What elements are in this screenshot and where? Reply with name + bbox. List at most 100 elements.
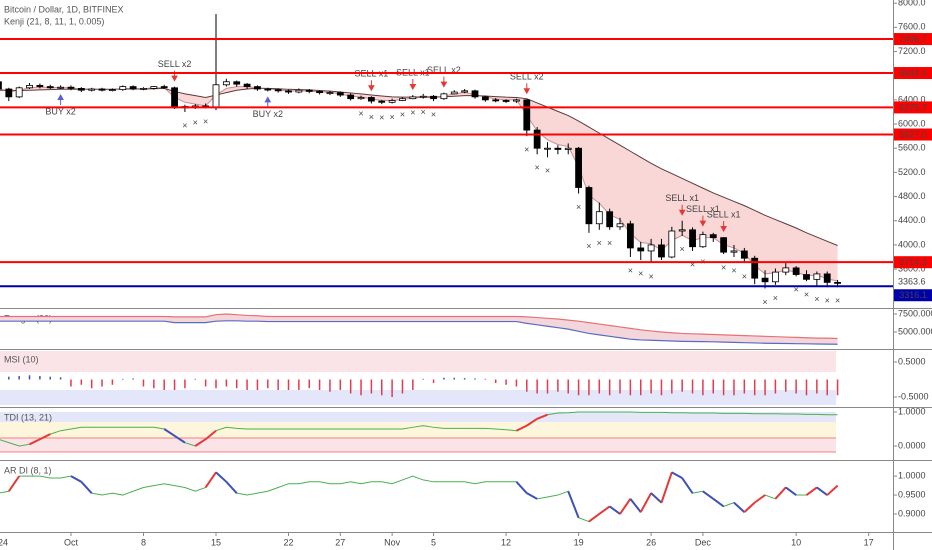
y-tick-label: 0.9000 (898, 508, 926, 518)
candle-body (388, 100, 396, 103)
y-tick-label: 6400.0 (898, 94, 926, 104)
signal-arrow (720, 221, 727, 233)
candle-body (813, 273, 821, 280)
pane-title: TDI (13, 21) (4, 412, 52, 422)
candle-body (367, 97, 375, 102)
stop-mark: × (431, 109, 436, 119)
trend-segment (785, 486, 797, 496)
candle-body (150, 86, 158, 89)
stop-mark: × (421, 107, 426, 117)
stop-mark: × (731, 265, 736, 275)
level-label-box (894, 67, 932, 80)
level-label-box (894, 128, 932, 141)
ranger-line (0, 320, 838, 345)
trend-segment (526, 417, 538, 427)
candle-body (751, 257, 759, 279)
stop-mark: × (628, 265, 633, 275)
candle-body (440, 93, 448, 100)
msi-upper-band (0, 351, 836, 372)
trend-segment (515, 424, 528, 432)
stop-mark: × (576, 202, 581, 212)
candle-body (357, 97, 365, 100)
trend-segment (702, 490, 714, 500)
candle-body (26, 84, 33, 89)
level-label: 7406.7 (899, 34, 927, 44)
stop-mark: × (597, 238, 602, 248)
candle-body (481, 96, 489, 101)
candle-body (709, 234, 717, 239)
stop-mark: × (638, 268, 643, 278)
candle-body (46, 86, 54, 89)
x-tick-label: 12 (501, 537, 511, 547)
y-tick-label: 7500.0000 (898, 308, 932, 318)
trend-segment (629, 498, 642, 513)
candle-body (326, 92, 334, 95)
candle-body (254, 86, 261, 90)
stop-mark: × (814, 294, 819, 304)
candle-body (109, 89, 116, 92)
y-tick-label: 4000.0 (898, 239, 926, 249)
signal-arrow (368, 80, 375, 92)
stop-mark: × (369, 112, 374, 122)
stop-mark: × (835, 296, 840, 306)
signal-arrow (699, 215, 707, 227)
candle-body (637, 247, 645, 252)
y-tick-label: 0.0000 (898, 440, 926, 450)
pane-title: MSI (10) (4, 354, 39, 364)
signal-arrow (678, 204, 686, 216)
trend-segment (650, 492, 663, 504)
level-label-box (894, 33, 932, 46)
pane-title: AR DI (8, 1) (4, 465, 52, 475)
candle-body (533, 129, 541, 149)
indicator-title: Kenji (21, 8, 11, 1, 0.005) (4, 16, 104, 26)
kenji-fast-line (0, 86, 838, 282)
candle-body (140, 88, 147, 90)
candle-body (730, 250, 738, 253)
trend-segment (204, 471, 217, 489)
trend-segment (205, 429, 217, 440)
candle-body (212, 84, 220, 108)
candle-body (171, 87, 178, 109)
signal-label: SELL x2 (510, 72, 544, 82)
trend-segment (619, 498, 632, 515)
candle-body (772, 271, 779, 283)
candle-body (626, 223, 634, 249)
candle-body (471, 90, 479, 98)
stop-mark: × (586, 241, 591, 251)
signal-arrow (523, 83, 531, 95)
stop-mark: × (535, 163, 540, 173)
signal-arrow (264, 96, 272, 108)
candle-body (554, 147, 562, 150)
candle-body (88, 88, 96, 91)
candle-body (0, 81, 2, 90)
candle-body (761, 277, 769, 283)
trend-segment (754, 494, 766, 504)
trend-segment (526, 492, 538, 500)
stop-mark: × (804, 290, 809, 300)
trend-segment (681, 477, 694, 494)
trend-segment (712, 498, 725, 508)
pane-backgrounds (0, 351, 836, 453)
candle-body (316, 91, 323, 94)
candle-body (419, 95, 427, 98)
candle-body (575, 147, 582, 188)
candle-body (450, 91, 458, 95)
trend-segment (733, 501, 746, 513)
candle-body (67, 86, 75, 89)
stop-mark: × (607, 238, 612, 248)
trend-segment (567, 490, 580, 519)
x-tick-label: 15 (211, 537, 221, 547)
trend-segment (671, 471, 683, 479)
signal-label: SELL x2 (158, 59, 192, 69)
x-tick-label: 10 (791, 537, 801, 547)
x-tick-label: 17 (864, 537, 874, 547)
candle-body (834, 281, 841, 284)
stop-mark: × (742, 271, 747, 281)
trend-segment (598, 505, 611, 515)
stop-mark: × (389, 112, 394, 122)
candle-body (564, 147, 572, 150)
candle-body (222, 81, 230, 86)
candle-body (823, 273, 831, 283)
candle-body (378, 100, 386, 103)
